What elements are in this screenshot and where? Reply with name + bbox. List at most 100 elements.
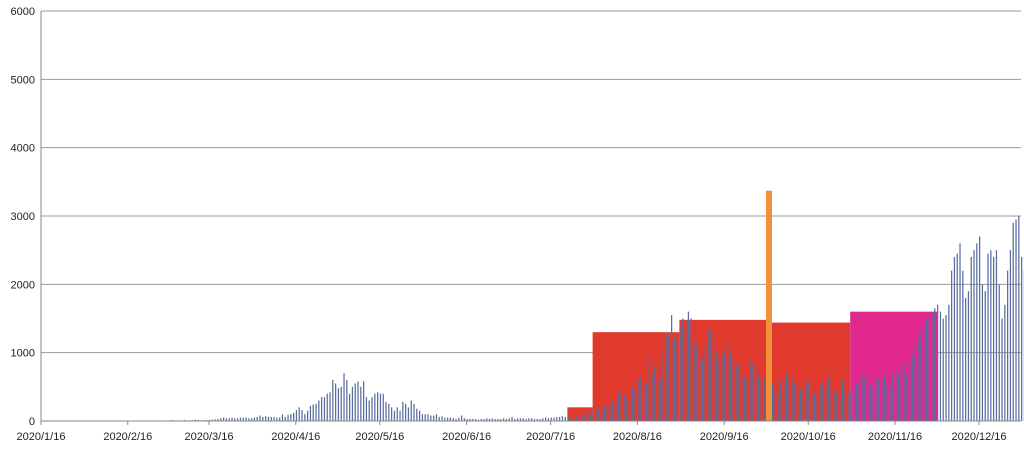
daily-bar [595, 407, 597, 421]
daily-bar [248, 418, 250, 421]
daily-bar [634, 388, 636, 421]
daily-bar [729, 352, 732, 421]
daily-bar [741, 373, 743, 421]
y-tick-label: 1000 [11, 348, 35, 360]
daily-bar [886, 383, 888, 421]
daily-bar [413, 403, 415, 421]
daily-bar [774, 390, 776, 421]
daily-bar [321, 397, 323, 421]
daily-bar [909, 359, 911, 421]
daily-bar [662, 352, 664, 421]
x-tick-label: 2020/7/16 [526, 431, 575, 443]
x-tick-label: 2020/2/16 [103, 431, 152, 443]
daily-bar [841, 380, 844, 421]
daily-bar [567, 417, 569, 421]
daily-bar [354, 383, 356, 421]
daily-bar [808, 383, 810, 421]
daily-bar [1001, 318, 1003, 421]
daily-bar [531, 418, 533, 421]
daily-bar [956, 253, 958, 421]
daily-bar [475, 418, 477, 421]
daily-bar [799, 390, 802, 421]
daily-bar [861, 373, 863, 421]
daily-bar [942, 318, 944, 421]
daily-bar [993, 257, 995, 421]
daily-bar [556, 416, 558, 421]
daily-bar [612, 400, 614, 421]
daily-bar [525, 418, 527, 421]
daily-bar [458, 417, 460, 421]
daily-bar [214, 419, 216, 421]
daily-bar [875, 376, 877, 421]
daily-bar [802, 386, 804, 421]
daily-bar [539, 418, 541, 421]
daily-bar [903, 362, 905, 421]
daily-bar [533, 418, 536, 421]
daily-bar [928, 315, 930, 421]
daily-bar [491, 418, 494, 421]
daily-bar [836, 393, 838, 421]
daily-bar [304, 414, 306, 421]
daily-bar [645, 383, 648, 421]
daily-bar [503, 418, 505, 421]
daily-bar [561, 416, 564, 421]
daily-bar [651, 373, 653, 421]
daily-bar [939, 311, 942, 421]
daily-bar [385, 401, 387, 421]
daily-bar [435, 414, 438, 421]
daily-bar [701, 359, 704, 421]
daily-bar [427, 414, 429, 421]
daily-bar [1021, 257, 1023, 421]
y-tick-label: 3000 [11, 211, 35, 223]
daily-bar [228, 418, 230, 421]
daily-bar [791, 380, 793, 421]
daily-bar [713, 339, 715, 421]
daily-bar [889, 386, 891, 421]
daily-bar [287, 414, 289, 421]
daily-bar [1009, 250, 1012, 421]
daily-bar [517, 418, 519, 421]
daily-bar [553, 417, 555, 421]
daily-bar [685, 321, 687, 421]
daily-bar [830, 386, 832, 421]
daily-bar [508, 418, 510, 421]
daily-bar [273, 416, 275, 421]
daily-bar [931, 311, 933, 421]
daily-bar [461, 415, 463, 421]
daily-bar [379, 393, 382, 421]
daily-bar [295, 410, 298, 421]
daily-bar [340, 386, 342, 421]
daily-bar [825, 380, 827, 421]
daily-bar [363, 381, 365, 421]
daily-bar [251, 418, 253, 421]
daily-bar [805, 380, 807, 421]
x-tick-label: 2020/4/16 [271, 431, 320, 443]
daily-bar [727, 342, 729, 421]
y-tick-label: 4000 [11, 143, 35, 155]
daily-bar [309, 405, 312, 421]
daily-bar [906, 373, 908, 421]
daily-bar [687, 311, 690, 421]
daily-bar [643, 386, 645, 421]
daily-bar [349, 393, 351, 421]
daily-bar [967, 291, 970, 421]
daily-bar [220, 418, 222, 421]
daily-bar [872, 383, 874, 421]
axes [40, 11, 1021, 422]
daily-bar [920, 332, 922, 421]
daily-bar [995, 250, 998, 421]
daily-bar [976, 243, 978, 421]
daily-bar [970, 257, 972, 421]
daily-bar [715, 352, 718, 421]
daily-bar [673, 339, 676, 421]
daily-bar [256, 416, 258, 421]
daily-bar [839, 390, 841, 421]
daily-bar [811, 390, 813, 421]
daily-bar [844, 386, 846, 421]
x-tick-label: 2020/11/16 [868, 431, 922, 443]
daily-bar [869, 386, 872, 421]
daily-bar [402, 401, 404, 421]
daily-bar [225, 418, 228, 421]
daily-bar [948, 304, 950, 421]
daily-bar [407, 407, 410, 421]
